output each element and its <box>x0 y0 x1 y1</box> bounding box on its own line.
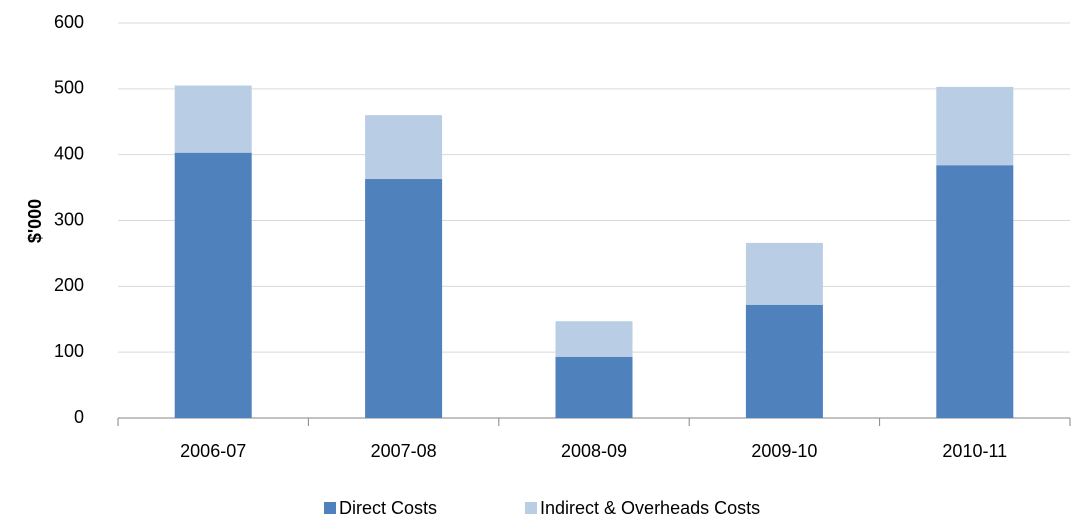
y-tick-label: 500 <box>54 78 84 98</box>
bar-segment <box>745 304 823 418</box>
legend-label: Direct Costs <box>339 498 437 518</box>
bar-segment <box>174 85 252 153</box>
x-tick-label: 2009-10 <box>751 441 817 461</box>
legend-label: Indirect & Overheads Costs <box>540 498 760 518</box>
legend-swatch <box>525 502 538 514</box>
y-axis-label: $'000 <box>25 199 45 243</box>
bar-segment <box>555 356 633 418</box>
bar-segment <box>365 179 443 418</box>
y-tick-label: 200 <box>54 275 84 295</box>
y-tick-label: 600 <box>54 12 84 32</box>
x-tick-label: 2006-07 <box>180 441 246 461</box>
bar-segment <box>174 152 252 419</box>
legend-swatch <box>324 502 336 514</box>
y-tick-label: 400 <box>54 143 84 163</box>
y-tick-label: 0 <box>74 407 84 427</box>
x-tick-label: 2008-09 <box>561 441 627 461</box>
bar-segment <box>365 115 443 180</box>
bar-segment <box>745 242 823 305</box>
x-tick-label: 2007-08 <box>371 441 437 461</box>
bar-segment <box>555 321 633 357</box>
x-tick-label: 2010-11 <box>942 441 1007 461</box>
bar-segment <box>936 86 1014 166</box>
bar-segment <box>936 165 1014 418</box>
y-tick-label: 300 <box>54 209 84 229</box>
y-tick-label: 100 <box>54 341 84 361</box>
